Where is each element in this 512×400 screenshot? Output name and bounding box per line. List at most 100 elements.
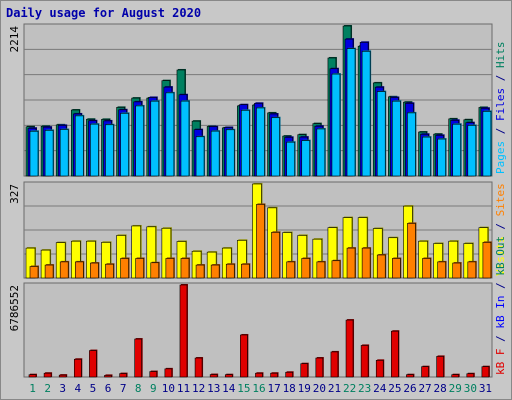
pages-bar-day-13 <box>210 130 220 177</box>
panel-1-ymax-label: 2214 <box>8 26 21 53</box>
pages-bar-day-31 <box>482 111 492 177</box>
panel-3-legend-part: kB In <box>494 296 507 329</box>
sites-bar-day-15 <box>241 263 250 279</box>
pages-bar-day-11 <box>180 100 190 177</box>
kbf-bar-day-20 <box>315 357 324 378</box>
panel-3-ymax-label: 6786552 <box>8 285 21 331</box>
pages-bar-day-6 <box>105 124 114 177</box>
x-tick-label: 4 <box>75 382 82 395</box>
kbf-bar-day-13 <box>209 374 218 378</box>
panel-1-legend-part: Files <box>494 88 507 121</box>
panel-3-area <box>23 282 493 378</box>
x-tick-label: 5 <box>90 382 97 395</box>
kbf-bar-day-1 <box>28 374 37 378</box>
x-tick-label: 28 <box>434 382 447 395</box>
sites-bar-day-4 <box>74 261 84 279</box>
x-tick-label: 8 <box>135 382 142 395</box>
pages-bar-day-22 <box>346 48 356 177</box>
x-tick-label: 17 <box>267 382 280 395</box>
x-tick-label: 29 <box>449 382 462 395</box>
x-tick-label: 30 <box>464 382 477 395</box>
x-tick-label: 20 <box>313 382 326 395</box>
kbf-bar-day-26 <box>406 374 414 378</box>
x-tick-label: 18 <box>283 382 296 395</box>
pages-bar-day-21 <box>331 73 341 177</box>
sites-bar-day-9 <box>150 262 160 279</box>
pages-bar-day-9 <box>150 100 160 177</box>
sites-bar-day-31 <box>482 242 492 279</box>
x-tick-label: 15 <box>237 382 250 395</box>
kbf-bar-day-23 <box>360 345 369 378</box>
x-tick-label: 14 <box>222 382 236 395</box>
sites-bar-day-16 <box>256 204 265 279</box>
x-tick-label: 23 <box>358 382 371 395</box>
panel-2-legend-part: Visits <box>494 236 507 276</box>
x-tick-label: 26 <box>403 382 416 395</box>
pages-bar-day-1 <box>29 130 39 177</box>
sites-bar-day-22 <box>346 247 356 279</box>
sites-bar-day-19 <box>301 258 311 279</box>
x-tick-label: 24 <box>373 382 387 395</box>
x-tick-label: 10 <box>162 382 175 395</box>
x-tick-label: 2 <box>44 382 51 395</box>
panel-3-legend-part: kB F <box>494 349 507 376</box>
sites-bar-day-30 <box>467 261 477 279</box>
pages-bar-day-26 <box>407 112 416 177</box>
kbf-bar-day-16 <box>255 372 263 378</box>
x-tick-label: 19 <box>298 382 311 395</box>
panel-2-ymax-label: 327 <box>8 184 21 204</box>
pages-bar-day-5 <box>90 123 99 177</box>
sites-bar-day-13 <box>210 264 220 279</box>
x-tick-label: 11 <box>177 382 190 395</box>
kbf-bar-day-11 <box>179 284 188 378</box>
sites-bar-day-20 <box>316 261 326 279</box>
x-tick-label: 21 <box>328 382 341 395</box>
kbf-bar-day-25 <box>391 330 399 378</box>
pages-bar-day-14 <box>225 129 235 177</box>
sites-bar-day-28 <box>437 261 446 279</box>
pages-bar-day-28 <box>437 138 446 177</box>
x-tick-label: 1 <box>29 382 36 395</box>
panel-2-legend: Visits / Sites <box>494 183 507 276</box>
sites-bar-day-18 <box>286 261 295 279</box>
kbf-bar-day-4 <box>73 358 82 378</box>
x-tick-label: 9 <box>150 382 157 395</box>
sites-bar-day-6 <box>105 263 114 279</box>
sites-bar-day-14 <box>225 263 235 279</box>
kbf-bar-day-28 <box>436 356 444 378</box>
kbf-bar-day-5 <box>89 350 97 378</box>
kbf-bar-day-14 <box>224 374 233 378</box>
pages-bar-day-20 <box>316 128 326 177</box>
panel-1-legend-part: / <box>494 68 507 88</box>
sites-bar-day-12 <box>195 264 205 279</box>
x-tick-label: 27 <box>418 382 431 395</box>
x-tick-label: 16 <box>252 382 265 395</box>
kbf-bar-day-17 <box>270 372 278 378</box>
kbf-bar-day-12 <box>194 357 203 378</box>
pages-bar-day-3 <box>59 129 69 177</box>
kbf-bar-day-6 <box>104 375 112 378</box>
pages-bar-day-7 <box>120 113 129 177</box>
sites-bar-day-27 <box>422 258 431 279</box>
pages-bar-day-27 <box>422 136 431 177</box>
kbf-bar-day-31 <box>481 366 490 378</box>
panel-3-legend: kB F / kB In / kB Out <box>494 236 507 375</box>
sites-bar-day-10 <box>165 258 175 279</box>
kbf-bar-day-3 <box>58 374 67 378</box>
kbf-bar-day-10 <box>164 368 173 378</box>
pages-bar-day-10 <box>165 92 175 177</box>
pages-bar-day-29 <box>452 123 462 177</box>
pages-bar-day-24 <box>376 91 386 177</box>
kbf-bar-day-24 <box>375 360 384 378</box>
pages-bar-day-2 <box>44 130 54 177</box>
panel-1-legend-part: / <box>494 121 507 141</box>
sites-bar-day-7 <box>120 258 129 279</box>
kbf-bar-day-18 <box>285 371 293 378</box>
x-tick-label: 13 <box>207 382 220 395</box>
sites-bar-day-11 <box>180 258 190 279</box>
kbf-bar-day-8 <box>134 338 142 378</box>
sites-bar-day-8 <box>135 258 144 279</box>
pages-bar-day-4 <box>74 115 84 177</box>
panel-3-legend-part: kB Out <box>494 236 507 276</box>
